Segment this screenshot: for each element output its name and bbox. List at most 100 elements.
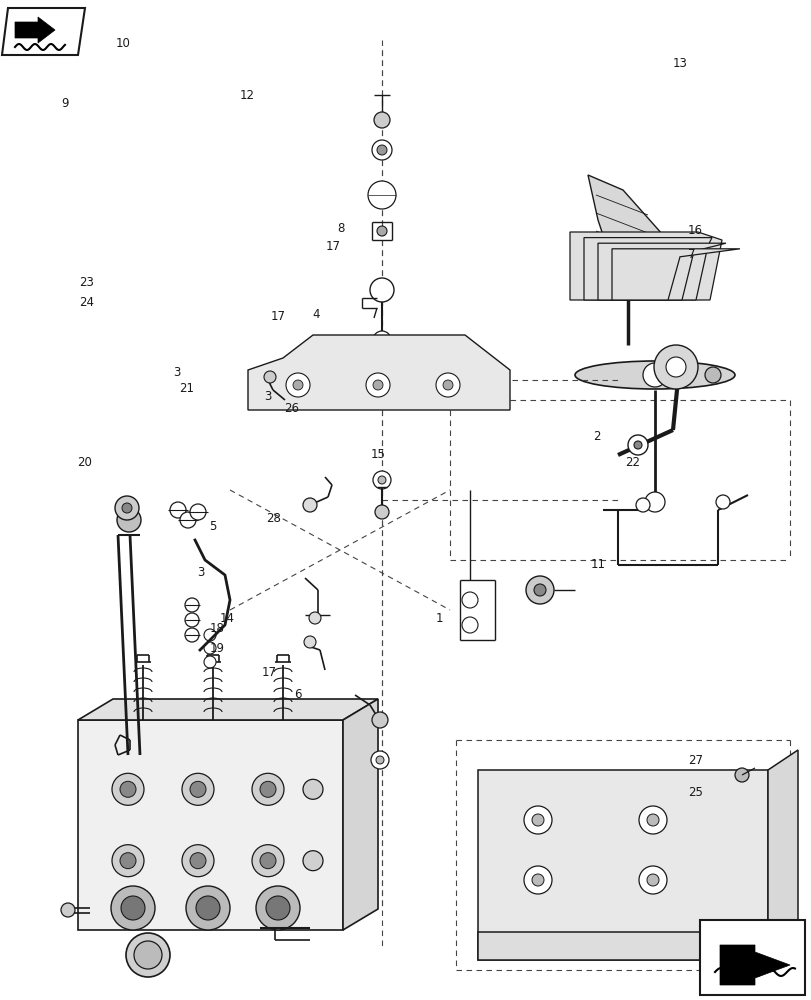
Polygon shape (611, 249, 739, 300)
Circle shape (638, 866, 666, 894)
Polygon shape (478, 770, 767, 960)
Circle shape (204, 642, 216, 654)
Text: 27: 27 (687, 754, 702, 766)
Circle shape (115, 496, 139, 520)
Circle shape (180, 512, 195, 528)
Text: 7: 7 (687, 248, 694, 261)
Circle shape (526, 576, 553, 604)
Circle shape (260, 781, 276, 797)
Circle shape (633, 441, 642, 449)
Circle shape (376, 226, 387, 236)
Text: 2: 2 (592, 430, 599, 444)
Text: 6: 6 (294, 688, 301, 702)
Circle shape (375, 756, 384, 764)
Circle shape (185, 598, 199, 612)
Circle shape (120, 853, 135, 869)
Text: 22: 22 (624, 456, 639, 468)
Circle shape (251, 773, 284, 805)
Circle shape (264, 371, 276, 383)
Circle shape (653, 345, 697, 389)
Circle shape (112, 845, 144, 877)
Circle shape (436, 373, 460, 397)
Circle shape (185, 613, 199, 627)
Text: 15: 15 (370, 448, 384, 462)
Circle shape (461, 617, 478, 633)
Text: 1: 1 (436, 611, 443, 624)
Circle shape (665, 357, 685, 377)
Circle shape (715, 495, 729, 509)
Circle shape (182, 773, 214, 805)
Circle shape (366, 373, 389, 397)
Circle shape (186, 886, 230, 930)
Circle shape (303, 498, 316, 512)
Circle shape (371, 140, 392, 160)
Text: 4: 4 (312, 308, 320, 322)
Circle shape (303, 851, 323, 871)
Circle shape (644, 492, 664, 512)
Circle shape (372, 471, 391, 489)
Circle shape (195, 896, 220, 920)
Text: 26: 26 (284, 401, 298, 414)
Circle shape (190, 853, 206, 869)
Circle shape (372, 380, 383, 390)
Circle shape (126, 933, 169, 977)
Polygon shape (78, 720, 342, 930)
Circle shape (182, 845, 214, 877)
Text: 18: 18 (209, 621, 224, 634)
Text: 8: 8 (337, 222, 344, 235)
Circle shape (378, 336, 385, 344)
Text: 23: 23 (79, 276, 94, 290)
Polygon shape (587, 175, 663, 285)
Circle shape (169, 502, 186, 518)
Circle shape (523, 866, 551, 894)
Circle shape (260, 853, 276, 869)
Circle shape (303, 779, 323, 799)
Polygon shape (583, 238, 711, 300)
Circle shape (531, 814, 543, 826)
Circle shape (111, 886, 155, 930)
Circle shape (443, 380, 453, 390)
Polygon shape (597, 243, 725, 300)
Text: 10: 10 (116, 37, 131, 50)
Polygon shape (719, 945, 789, 985)
Circle shape (190, 781, 206, 797)
Ellipse shape (574, 361, 734, 389)
Circle shape (371, 712, 388, 728)
Text: 14: 14 (219, 611, 234, 624)
Polygon shape (478, 932, 797, 960)
Circle shape (309, 612, 320, 624)
Text: 17: 17 (325, 240, 340, 253)
Text: 12: 12 (239, 89, 254, 102)
Polygon shape (569, 232, 721, 300)
Text: 9: 9 (61, 97, 68, 110)
Circle shape (627, 435, 647, 455)
Circle shape (266, 896, 290, 920)
Circle shape (635, 498, 649, 512)
Circle shape (61, 903, 75, 917)
Circle shape (134, 941, 162, 969)
Text: 24: 24 (79, 296, 94, 310)
Text: 3: 3 (173, 366, 180, 379)
Polygon shape (15, 17, 55, 43)
Circle shape (534, 584, 545, 596)
Bar (699, 920, 804, 995)
Circle shape (372, 331, 391, 349)
Circle shape (371, 751, 388, 769)
Polygon shape (2, 8, 85, 55)
Circle shape (120, 781, 135, 797)
Polygon shape (247, 335, 509, 410)
Circle shape (646, 874, 659, 886)
Circle shape (374, 112, 389, 128)
Text: 13: 13 (672, 57, 686, 70)
Text: 20: 20 (77, 456, 92, 468)
Circle shape (461, 592, 478, 608)
Text: 3: 3 (264, 390, 271, 403)
Circle shape (251, 845, 284, 877)
Circle shape (112, 773, 144, 805)
Text: 3: 3 (197, 566, 204, 580)
Text: 11: 11 (590, 558, 605, 572)
Text: 25: 25 (687, 786, 702, 799)
Circle shape (293, 380, 303, 390)
Circle shape (646, 814, 659, 826)
Circle shape (704, 367, 720, 383)
